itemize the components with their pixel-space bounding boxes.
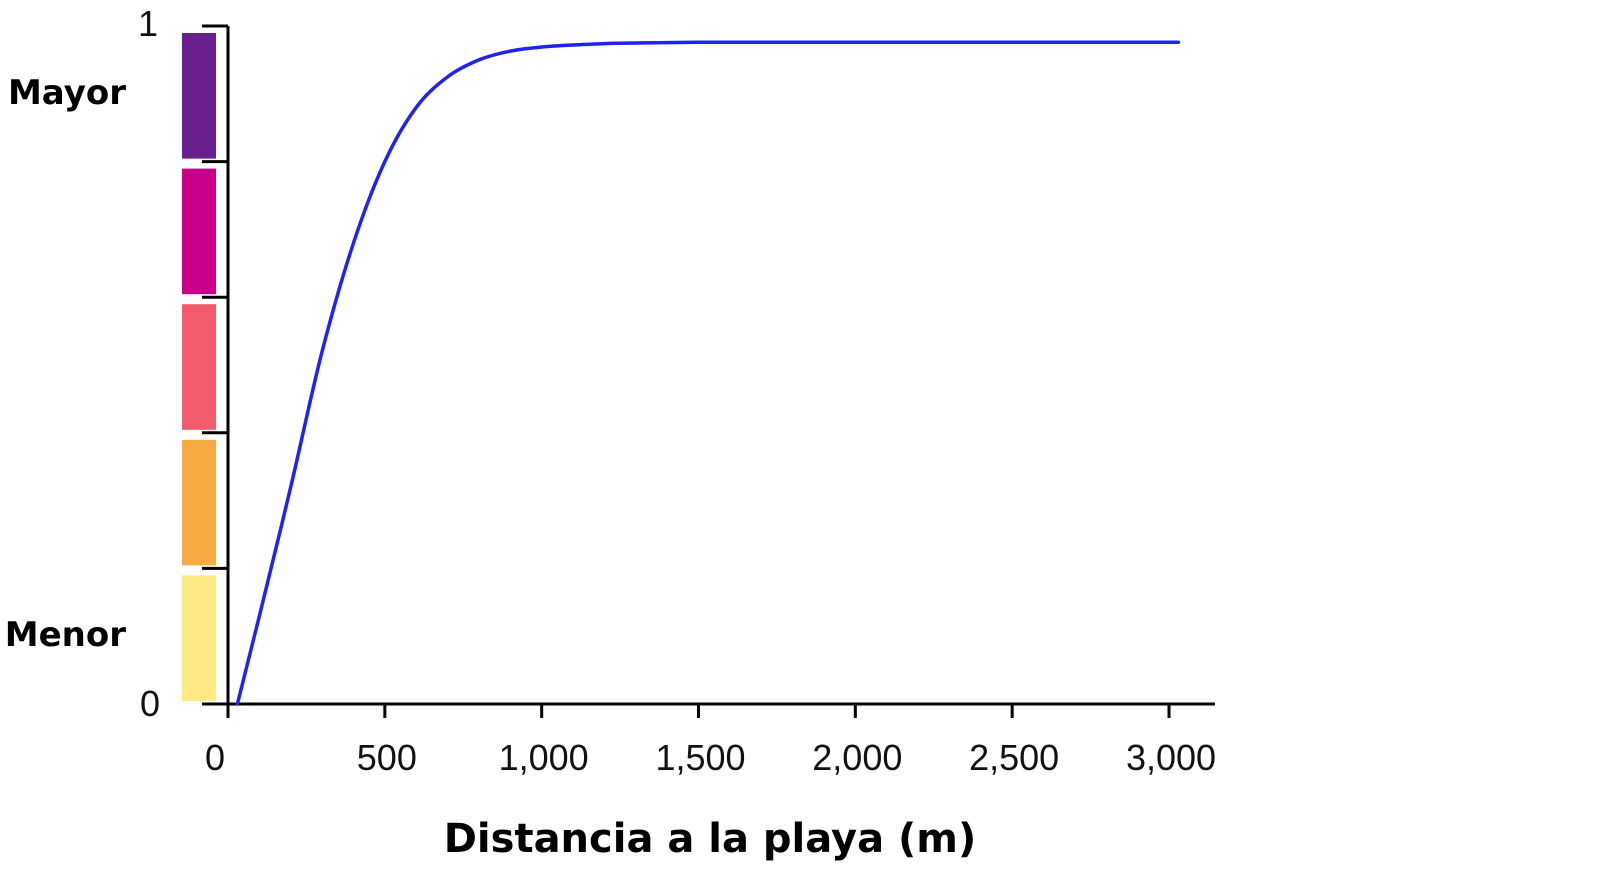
y-tick-label-min: 0 bbox=[140, 683, 160, 724]
color-scale-segment bbox=[182, 304, 216, 430]
color-scale-segment bbox=[182, 575, 216, 701]
x-tick-label: 1,500 bbox=[655, 737, 745, 778]
x-axis-title: Distancia a la playa (m) bbox=[444, 816, 977, 862]
level-label-low: Menor bbox=[5, 615, 126, 655]
x-axis-tick-labels: 0 500 1,000 1,500 2,000 2,500 3,000 bbox=[205, 737, 1216, 778]
x-tick-label: 3,000 bbox=[1126, 737, 1216, 778]
y-tick-label-max: 1 bbox=[138, 3, 158, 44]
y-axis-ticks bbox=[202, 24, 228, 706]
level-label-high: Mayor bbox=[8, 73, 126, 113]
x-tick-label: 2,500 bbox=[969, 737, 1059, 778]
series-line bbox=[235, 40, 1181, 706]
x-tick-label: 0 bbox=[205, 737, 225, 778]
x-tick-label: 500 bbox=[357, 737, 417, 778]
x-tick-label: 2,000 bbox=[812, 737, 902, 778]
color-scale-segment bbox=[182, 168, 216, 295]
x-axis-ticks bbox=[226, 704, 1171, 718]
x-tick-label: 1,000 bbox=[499, 737, 589, 778]
color-scale-segment bbox=[182, 33, 216, 159]
color-scale-segment bbox=[182, 439, 216, 566]
color-scale-bar bbox=[182, 33, 216, 701]
axes bbox=[226, 26, 1215, 718]
